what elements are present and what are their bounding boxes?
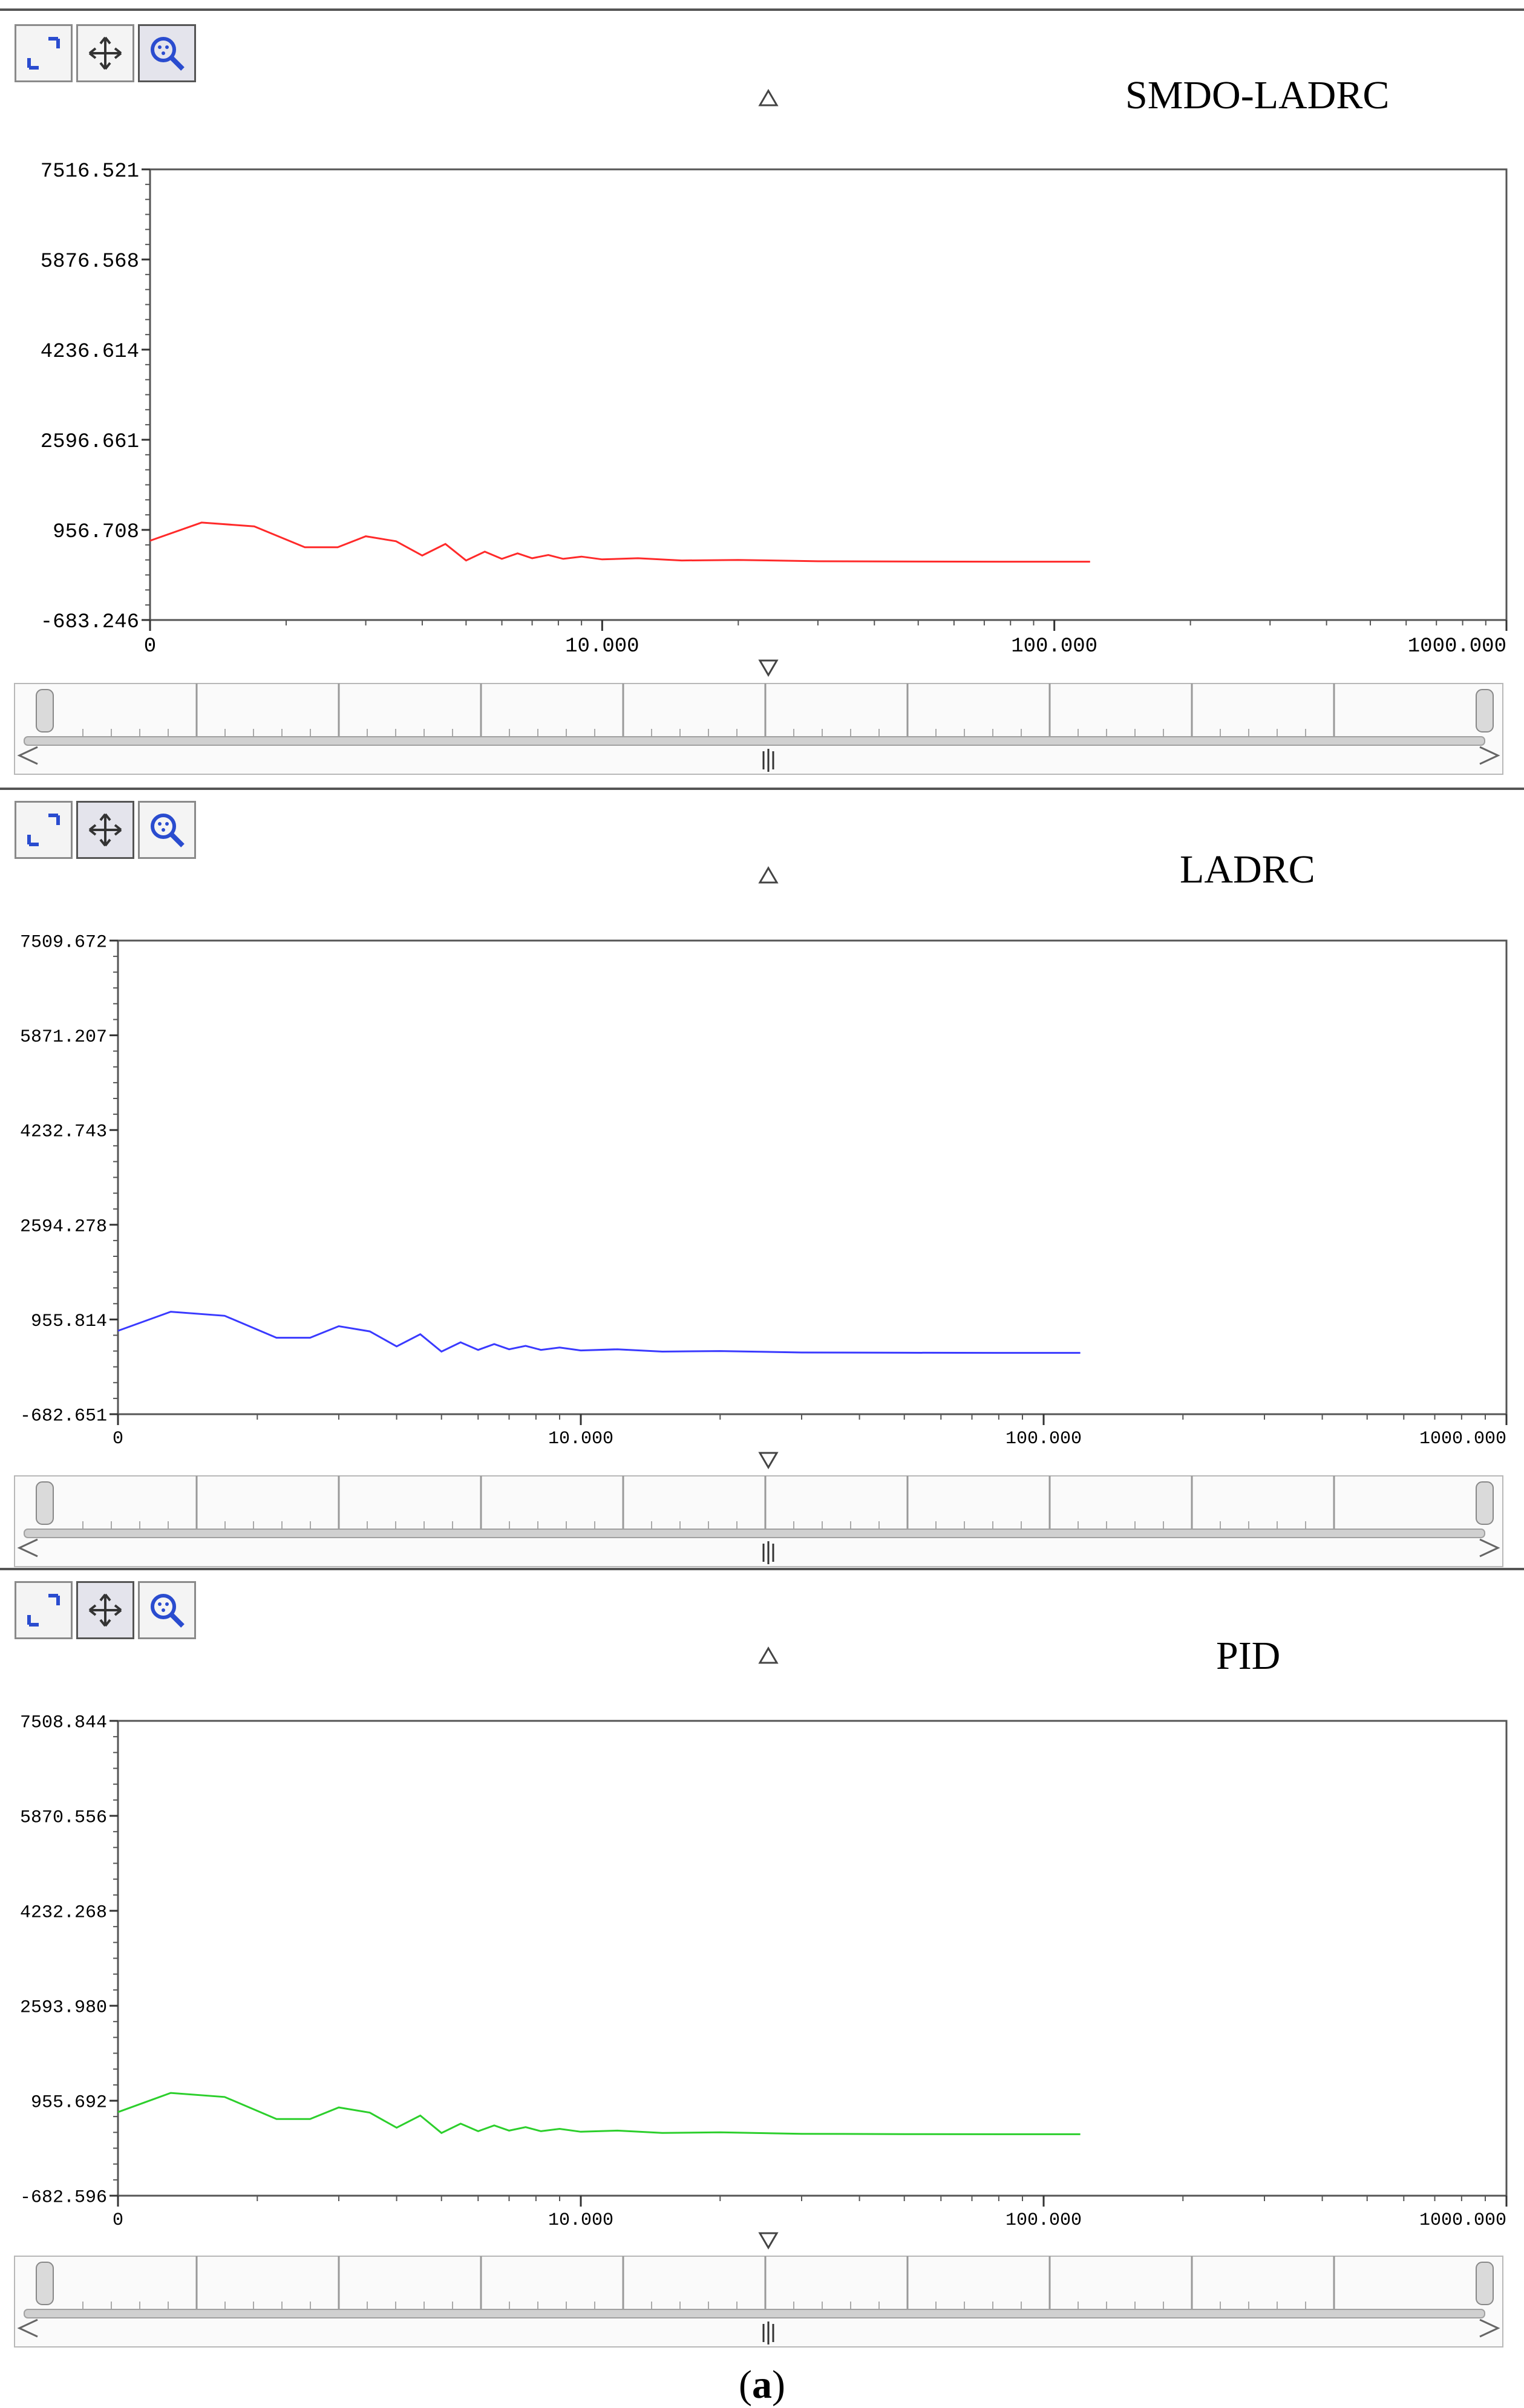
y-tick-label: 7509.672 [20, 933, 107, 953]
panel-divider-2 [0, 1568, 1524, 1570]
scroll-right-icon[interactable] [1479, 2318, 1500, 2338]
x-tick-label: 100.000 [1011, 635, 1097, 658]
zoom-box-icon [27, 814, 60, 846]
slider-right-handle[interactable] [1476, 689, 1494, 733]
slider-grip-icon[interactable] [762, 2322, 774, 2344]
range-marker-bottom[interactable] [758, 2232, 779, 2250]
toolbar-2 [15, 801, 200, 859]
toolbar-3 [15, 1581, 200, 1639]
caption-label: a [752, 2363, 772, 2407]
x-tick-label: 1000.000 [1408, 635, 1506, 658]
y-tick-label: 2596.661 [41, 431, 139, 454]
chart-panel-1: SMDO-LADRC [0, 12, 1524, 798]
pan-button[interactable] [76, 801, 134, 859]
y-tick-label: 956.708 [53, 521, 139, 544]
range-slider[interactable] [14, 2256, 1503, 2348]
y-tick-label: 7508.844 [20, 1713, 107, 1734]
x-tick-label: 10.000 [565, 635, 639, 658]
scroll-left-icon[interactable] [17, 746, 38, 765]
range-marker-top[interactable] [758, 1646, 779, 1664]
slider-track[interactable] [24, 2309, 1485, 2318]
data-series-line [117, 1311, 1081, 1354]
x-tick-label: 0 [113, 1429, 123, 1449]
scroll-left-icon[interactable] [17, 1538, 38, 1558]
scroll-left-icon[interactable] [17, 2318, 38, 2338]
y-tick-label: 4232.743 [20, 1122, 107, 1143]
range-marker-bottom[interactable] [758, 659, 779, 677]
pan-move-icon [88, 1593, 122, 1627]
y-tick-label: 4236.614 [41, 341, 139, 364]
slider-right-handle[interactable] [1476, 2262, 1494, 2305]
y-tick-label: 2593.980 [20, 1998, 107, 2018]
y-tick-label: 7516.521 [41, 160, 139, 183]
plot-area [149, 168, 1508, 621]
y-tick-label: 5876.568 [41, 250, 139, 273]
figure-caption: (a) [739, 2363, 785, 2407]
x-tick-label: 1000.000 [1419, 2210, 1506, 2231]
zoom-magnifier-icon [151, 1594, 185, 1628]
pan-button[interactable] [76, 24, 134, 82]
chart-panel-3: PID [0, 1573, 1524, 2359]
zoom-magnifier-button[interactable] [138, 1581, 196, 1639]
zoom-magnifier-icon [151, 37, 185, 71]
range-marker-top[interactable] [758, 89, 779, 106]
x-tick-label: 10.000 [548, 2210, 613, 2231]
zoom-magnifier-icon [151, 814, 185, 847]
zoom-magnifier-button[interactable] [138, 801, 196, 859]
x-tick-label: 10.000 [548, 1429, 613, 1449]
data-series-line [149, 521, 1090, 563]
y-tick-label: -683.246 [41, 611, 139, 634]
slider-right-handle[interactable] [1476, 1481, 1494, 1525]
slider-track[interactable] [24, 1529, 1485, 1538]
pan-button[interactable] [76, 1581, 134, 1639]
slider-grip-icon[interactable] [762, 749, 774, 772]
slider-track[interactable] [24, 736, 1485, 746]
y-tick-label: 955.692 [31, 2093, 107, 2113]
zoom-box-button[interactable] [15, 1581, 73, 1639]
zoom-box-icon [27, 1594, 60, 1627]
scroll-right-icon[interactable] [1479, 746, 1500, 765]
x-tick-label: 1000.000 [1419, 1429, 1506, 1449]
chart-title: SMDO-LADRC [1125, 73, 1390, 117]
range-slider[interactable] [14, 683, 1503, 775]
zoom-box-button[interactable] [15, 24, 73, 82]
x-tick-label: 0 [113, 2210, 123, 2231]
y-tick-label: 5871.207 [20, 1027, 107, 1048]
y-tick-label: 2594.278 [20, 1216, 107, 1237]
scroll-right-icon[interactable] [1479, 1538, 1500, 1558]
zoom-magnifier-button[interactable] [138, 24, 196, 82]
y-tick-label: 955.814 [31, 1311, 107, 1332]
panel-divider-1 [0, 788, 1524, 790]
zoom-box-button[interactable] [15, 801, 73, 859]
y-tick-label: 4232.268 [20, 1903, 107, 1923]
plot-area [117, 939, 1508, 1415]
pan-move-icon [88, 813, 122, 847]
chart-title: PID [1216, 1634, 1281, 1678]
top-border [0, 8, 1524, 11]
slider-left-handle[interactable] [36, 1481, 54, 1525]
y-tick-label: 5870.556 [20, 1808, 107, 1829]
slider-grip-icon[interactable] [762, 1541, 774, 1564]
range-marker-top[interactable] [758, 866, 779, 884]
toolbar-1 [15, 24, 200, 82]
plot-area [117, 1720, 1508, 2197]
range-marker-bottom[interactable] [758, 1452, 779, 1469]
chart-panel-2: LADRC [0, 792, 1524, 1579]
slider-left-handle[interactable] [36, 689, 54, 733]
x-tick-label: 100.000 [1006, 1429, 1082, 1449]
chart-title: LADRC [1180, 847, 1315, 892]
range-slider[interactable] [14, 1475, 1503, 1567]
zoom-box-icon [27, 37, 60, 70]
y-tick-label: -682.651 [20, 1406, 107, 1427]
slider-left-handle[interactable] [36, 2262, 54, 2305]
x-tick-label: 100.000 [1006, 2210, 1082, 2231]
y-tick-label: -682.596 [20, 2188, 107, 2208]
x-tick-label: 0 [144, 635, 156, 658]
pan-move-icon [88, 36, 122, 70]
data-series-line [117, 2092, 1081, 2135]
